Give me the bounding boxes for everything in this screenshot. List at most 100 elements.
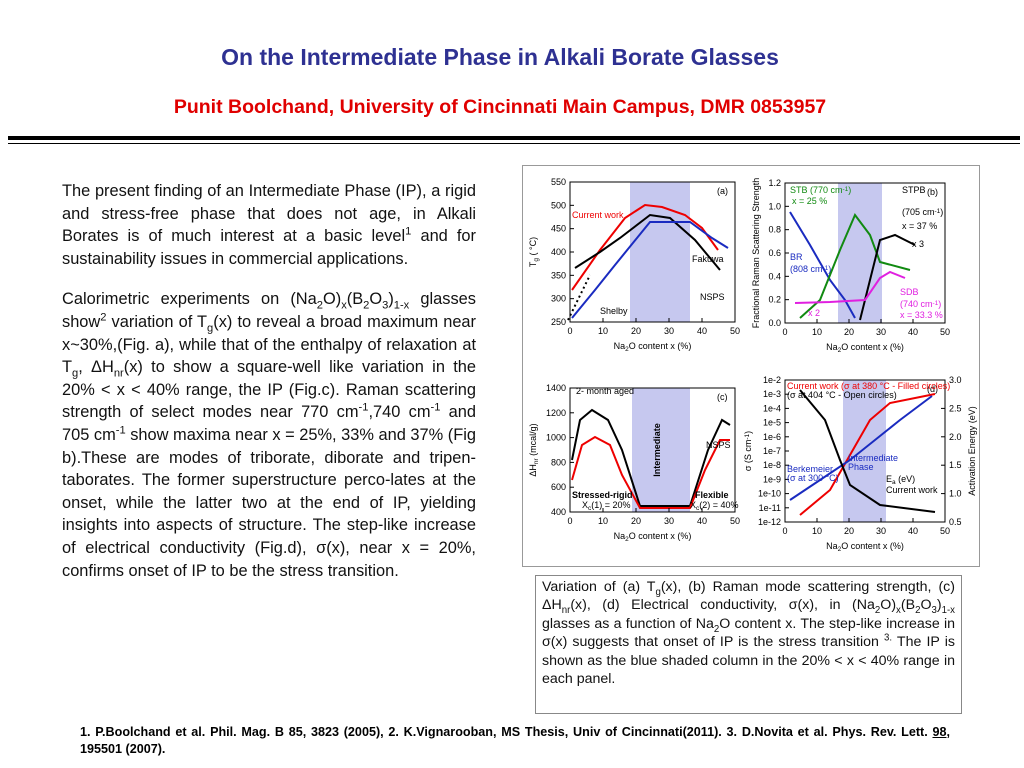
text-run: Na bbox=[614, 341, 626, 351]
text-run: (x), (b) Raman mode scattering strength,… bbox=[542, 579, 955, 614]
text-run: σ (S cm bbox=[743, 440, 753, 472]
x-tick-label: 10 bbox=[598, 326, 608, 336]
text-run: a bbox=[892, 479, 896, 486]
annotation: SDB bbox=[900, 287, 919, 297]
text-run: 2 bbox=[625, 536, 629, 543]
text-run: Na bbox=[826, 541, 838, 551]
text-run: 3 bbox=[382, 299, 389, 312]
text-run: (eV) bbox=[896, 474, 916, 484]
text-run: 2 bbox=[100, 311, 107, 324]
slide-title: On the Intermediate Phase in Alkali Bora… bbox=[221, 44, 779, 70]
text-run: T bbox=[528, 261, 538, 267]
figure: 0 10 20 30 40 50250300350400450500550(a)Na2O … bbox=[528, 177, 977, 553]
x-tick-label: 50 bbox=[730, 326, 740, 336]
text-run: (1) = 20% bbox=[591, 500, 630, 510]
text-run: -1 bbox=[744, 433, 751, 439]
annotation: Current work (σ at 380 °C - Filled circl… bbox=[787, 381, 950, 391]
text-run: variation of T bbox=[106, 312, 208, 331]
text-run: ) bbox=[940, 207, 943, 217]
x-tick-label: 10 bbox=[598, 516, 608, 526]
text-run: show maxima near x = 25%, 33% and 37% (F… bbox=[62, 425, 477, 580]
y-tick-label: 1e-4 bbox=[763, 403, 781, 413]
text-run: glasses as a function of Na bbox=[542, 615, 714, 632]
text-run: O content x (%) bbox=[841, 541, 904, 551]
figure-caption: Variation of (a) Tg(x), (b) Raman mode s… bbox=[535, 575, 962, 714]
text-run: x bbox=[341, 299, 347, 312]
text-run: E bbox=[886, 474, 892, 484]
y-tick-label: 0.8 bbox=[768, 225, 781, 235]
y-tick-label: 800 bbox=[551, 457, 566, 467]
text-run: (x) to reveal a broad maximum near x~30%… bbox=[62, 312, 477, 377]
text-run: ΔH bbox=[528, 464, 538, 477]
text-run: Activation Energy (eV) bbox=[967, 406, 977, 496]
text-run: ) bbox=[828, 264, 831, 274]
y-tick-label: 1e-11 bbox=[759, 503, 781, 513]
text-run: 2 bbox=[915, 605, 921, 617]
text-run: O) bbox=[322, 290, 342, 309]
text-run: (740 cm bbox=[900, 299, 933, 309]
text-run: -1 bbox=[358, 401, 369, 414]
text-run: and for sustainability issues in commerc… bbox=[62, 227, 476, 268]
y-tick-label: 0.2 bbox=[768, 295, 781, 305]
text-run: O content x (%) bbox=[629, 531, 692, 541]
text-run: g bbox=[655, 586, 661, 598]
x-tick-label: 0 bbox=[567, 326, 572, 336]
text-run: ) bbox=[388, 290, 394, 309]
text-run: O) bbox=[880, 597, 897, 614]
text-run: g bbox=[207, 322, 214, 335]
text-run: The IP is shown as the blue shaded colum… bbox=[542, 634, 955, 688]
text-run: 3 bbox=[931, 605, 937, 617]
y-tick-label: 1e-9 bbox=[763, 474, 781, 484]
y-tick-label: 1e-12 bbox=[758, 517, 781, 527]
text-run: 2 bbox=[838, 546, 842, 553]
y-tick-label: 450 bbox=[551, 224, 566, 234]
text-run: 2 bbox=[625, 346, 629, 353]
text-run: c bbox=[588, 505, 592, 512]
y-tick-label: 400 bbox=[551, 507, 566, 517]
text-run: (B bbox=[900, 597, 916, 614]
text-run: STB (770 cm bbox=[790, 185, 843, 195]
y-axis-label: Tg ( °C) bbox=[528, 237, 540, 267]
text-run: 1 bbox=[405, 225, 412, 238]
x-tick-label: 20 bbox=[631, 326, 641, 336]
curves bbox=[567, 203, 936, 516]
x-tick-label: 40 bbox=[697, 326, 707, 336]
annotation: (808 cm-1) bbox=[790, 264, 831, 274]
text-run: (x), (d) Electrical conductivity, σ(x), … bbox=[570, 597, 875, 614]
y-tick-label: 350 bbox=[551, 270, 566, 280]
annotation: Intermediate bbox=[848, 453, 898, 463]
panel-label: (d) bbox=[927, 384, 938, 394]
x-tick-label: 20 bbox=[844, 526, 854, 536]
text-run: g bbox=[533, 258, 540, 262]
text-run: The present finding of an Intermediate P… bbox=[62, 182, 476, 246]
text-run: glasses show bbox=[62, 290, 476, 331]
text-run: (x) to show a square-well like variation… bbox=[62, 358, 476, 422]
text-run: ,740 cm bbox=[368, 403, 431, 422]
y-tick-label: 1e-2 bbox=[763, 375, 781, 385]
y-tick-label: 250 bbox=[551, 317, 566, 327]
annotation: x 3 bbox=[912, 239, 924, 249]
text-run: (mcal/g) bbox=[528, 423, 538, 458]
text-run: nr bbox=[533, 458, 540, 465]
figure-frame bbox=[522, 165, 980, 567]
annotation: Stressed-rigid bbox=[572, 490, 633, 500]
text-run: and 705 cm bbox=[62, 403, 477, 444]
text-run: 2 bbox=[838, 347, 842, 354]
annotation: Current work bbox=[886, 485, 938, 495]
x-axis-label: Na2O content x (%) bbox=[826, 342, 904, 354]
y-axis-label: ΔHnr (mcal/g) bbox=[528, 423, 540, 476]
text-run: -1 bbox=[935, 208, 941, 215]
annotation: Current work bbox=[572, 210, 624, 220]
text-run: (808 cm bbox=[790, 264, 823, 274]
x-tick-label: 10 bbox=[812, 526, 822, 536]
text-run: (2) = 40% bbox=[699, 500, 738, 510]
text-run: O content x (%) bbox=[841, 342, 904, 352]
x-tick-label: 20 bbox=[631, 516, 641, 526]
text-run: -1 bbox=[933, 300, 939, 307]
slide-subtitle: Punit Boolchand, University of Cincinnat… bbox=[173, 96, 827, 118]
y-tick-label: 300 bbox=[551, 294, 566, 304]
x-axis-label: Na2O content x (%) bbox=[826, 541, 904, 553]
x-tick-label: 0 bbox=[782, 327, 787, 337]
x-tick-label: 40 bbox=[908, 526, 918, 536]
annotation: BR bbox=[790, 252, 803, 262]
